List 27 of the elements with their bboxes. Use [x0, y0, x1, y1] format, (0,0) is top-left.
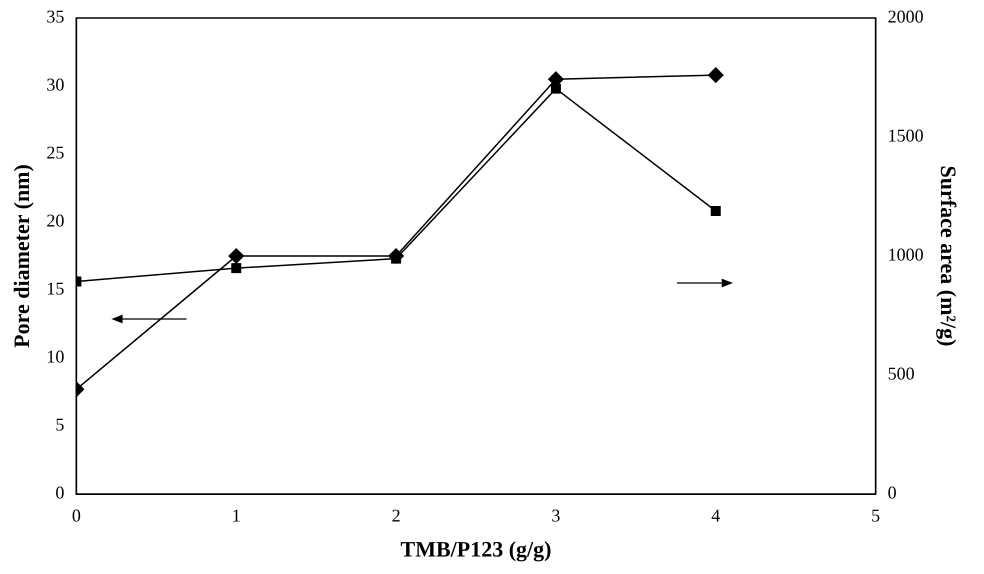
y-tick-label: 25: [46, 142, 64, 163]
y-axis-title: Pore diameter (nm): [8, 164, 34, 348]
y-tick-label: 10: [46, 346, 64, 367]
y-tick-label: 0: [55, 482, 64, 503]
point: [550, 84, 561, 94]
y-tick-label: 15: [46, 278, 64, 299]
x-tick-label: 2: [392, 506, 401, 526]
point: [228, 248, 244, 264]
y2-tick-label: 500: [888, 364, 915, 384]
y2-axis-title: Surface area (m²/g): [936, 166, 962, 346]
x-tick-label: 4: [711, 506, 720, 526]
point: [708, 67, 724, 83]
y-tick-label: 35: [46, 6, 64, 27]
y2-tick-label: 0: [888, 482, 897, 503]
x-tick-label: 3: [551, 506, 560, 526]
y2-tick-label: 2000: [888, 6, 924, 27]
x-tick-label: 0: [72, 506, 81, 526]
point: [231, 263, 242, 274]
y2-tick-label: 1000: [888, 244, 924, 265]
y-tick-label: 20: [46, 210, 64, 231]
y-tick-label: 5: [55, 414, 64, 435]
y-tick-label: 30: [46, 74, 64, 95]
y2-tick-label: 1500: [888, 126, 924, 146]
x-axis-title: TMB/P123 (g/g): [400, 536, 552, 562]
point: [710, 206, 721, 216]
x-tick-label: 5: [871, 506, 880, 526]
x-tick-label: 1: [232, 506, 241, 526]
